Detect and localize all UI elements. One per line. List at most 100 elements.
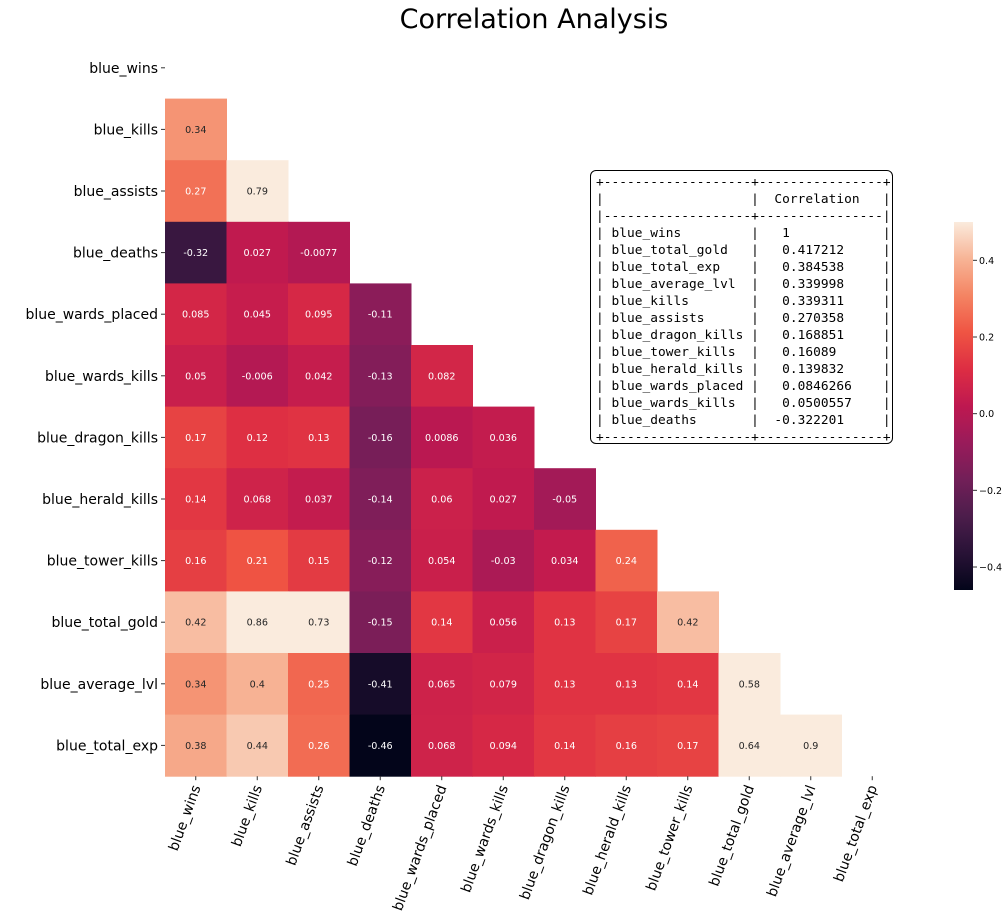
heatmap-cell xyxy=(165,160,227,223)
cell-value-label: -0.006 xyxy=(242,371,273,382)
correlation-stats-box: +-------------------+----------------+ |… xyxy=(590,170,893,445)
heatmap-cell xyxy=(165,653,227,716)
heatmap-cell xyxy=(288,468,350,531)
heatmap-cell xyxy=(165,345,227,408)
heatmap-cell xyxy=(349,591,412,654)
y-tick-label: blue_wards_kills xyxy=(45,369,158,385)
cell-value-label: 0.082 xyxy=(428,371,455,382)
cell-value-label: 0.25 xyxy=(308,679,329,690)
heatmap-cell xyxy=(411,591,473,654)
heatmap-cell xyxy=(595,529,658,592)
x-tick-label: blue_tower_kills xyxy=(643,783,696,893)
heatmap-cell xyxy=(718,653,781,716)
heatmap-cell xyxy=(411,529,473,592)
cell-value-label: 0.085 xyxy=(182,310,209,321)
heatmap-cell xyxy=(534,591,596,654)
heatmap-cell xyxy=(411,468,473,531)
cell-value-label: -0.05 xyxy=(552,495,577,506)
cell-value-label: -0.41 xyxy=(368,679,393,690)
cell-value-label: 0.14 xyxy=(185,495,206,506)
y-tick-label: blue_wards_placed xyxy=(25,307,158,323)
x-tick-label: blue_assists xyxy=(284,783,328,868)
cell-value-label: 0.21 xyxy=(247,556,268,567)
cell-value-label: -0.11 xyxy=(368,310,393,321)
cell-value-label: 0.14 xyxy=(677,679,698,690)
heatmap-cell xyxy=(226,283,289,346)
cell-value-label: 0.15 xyxy=(308,556,329,567)
heatmap-cell xyxy=(288,591,350,654)
heatmap-cell xyxy=(349,406,412,469)
cell-value-label: 0.079 xyxy=(490,679,517,690)
x-tick-label: blue_wins xyxy=(166,783,205,853)
y-tick-label: blue_average_lvl xyxy=(40,677,158,693)
heatmap-cell xyxy=(165,283,227,346)
cell-value-label: 0.027 xyxy=(244,248,271,259)
heatmap-cell xyxy=(411,714,473,777)
y-tick-label: blue_wins xyxy=(89,61,158,77)
heatmap-cell xyxy=(411,406,473,469)
cell-value-label: 0.17 xyxy=(677,741,698,752)
cell-value-label: 0.034 xyxy=(551,556,578,567)
heatmap-cell xyxy=(165,468,227,531)
heatmap-cell xyxy=(226,406,289,469)
heatmap-cell xyxy=(780,714,842,777)
heatmap-cell xyxy=(226,653,289,716)
cell-value-label: 0.14 xyxy=(431,618,452,629)
x-tick-label: blue_average_lvl xyxy=(764,783,819,899)
cell-value-label: 0.042 xyxy=(305,371,332,382)
heatmap-cell xyxy=(165,529,227,592)
heatmap-cell xyxy=(472,653,535,716)
cell-value-label: 0.037 xyxy=(305,495,332,506)
cell-value-label: 0.73 xyxy=(308,618,329,629)
heatmap-cell xyxy=(534,653,596,716)
heatmap-cell xyxy=(472,591,535,654)
heatmap-cell xyxy=(288,406,350,469)
heatmap-cell xyxy=(411,653,473,716)
cell-value-label: 0.054 xyxy=(428,556,455,567)
cell-value-label: 0.42 xyxy=(677,618,698,629)
heatmap-cell xyxy=(349,529,412,592)
heatmap-cell xyxy=(226,529,289,592)
colorbar xyxy=(954,222,973,590)
cell-value-label: 0.38 xyxy=(185,741,206,752)
heatmap-cell xyxy=(472,406,535,469)
cell-value-label: 0.58 xyxy=(739,679,760,690)
cell-value-label: -0.15 xyxy=(368,618,393,629)
heatmap-cell xyxy=(718,714,781,777)
cell-value-label: 0.095 xyxy=(305,310,332,321)
heatmap-cell xyxy=(288,529,350,592)
x-tick-label: blue_dragon_kills xyxy=(517,783,573,902)
heatmap-cell xyxy=(226,714,289,777)
cell-value-label: 0.027 xyxy=(490,495,517,506)
heatmap-cell xyxy=(165,714,227,777)
heatmap-cell xyxy=(165,98,227,161)
heatmap-cell xyxy=(595,591,658,654)
cell-value-label: 0.27 xyxy=(185,187,206,198)
y-tick-label: blue_total_gold xyxy=(51,615,158,631)
cell-value-label: 0.24 xyxy=(616,556,637,567)
cell-value-label: -0.16 xyxy=(368,433,393,444)
heatmap-cell xyxy=(595,714,658,777)
cell-value-label: 0.34 xyxy=(185,125,206,136)
cell-value-label: 0.065 xyxy=(428,679,455,690)
x-tick-label: blue_herald_kills xyxy=(580,783,635,897)
heatmap-cell xyxy=(165,591,227,654)
heatmap-cell xyxy=(226,160,289,223)
heatmap-cell xyxy=(288,653,350,716)
heatmap-cell xyxy=(288,714,350,777)
heatmap-cell xyxy=(349,468,412,531)
cell-value-label: 0.16 xyxy=(616,741,637,752)
cell-value-label: 0.13 xyxy=(308,433,329,444)
cell-value-label: 0.13 xyxy=(554,679,575,690)
x-tick-label: blue_total_exp xyxy=(831,783,881,884)
cell-value-label: -0.13 xyxy=(368,371,393,382)
cell-value-label: 0.036 xyxy=(490,433,517,444)
heatmap-cell xyxy=(226,345,289,408)
cell-value-label: 0.64 xyxy=(739,741,760,752)
heatmap-cell xyxy=(349,714,412,777)
colorbar-tick-label: −0.2 xyxy=(979,486,1002,497)
x-tick-label: blue_wards_placed xyxy=(390,783,450,913)
heatmap-cell xyxy=(657,591,719,654)
colorbar-tick-label: −0.4 xyxy=(979,563,1002,574)
cell-value-label: 0.4 xyxy=(250,679,265,690)
